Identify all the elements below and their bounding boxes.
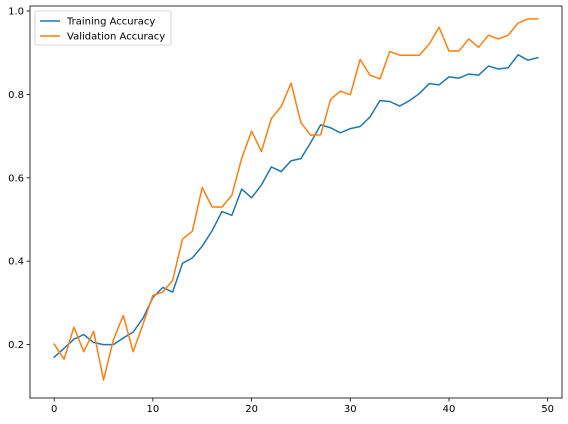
x-tick-label: 20: [245, 404, 258, 415]
x-tick-label: 40: [443, 404, 456, 415]
y-axis-ticks: 0.2 0.4 0.6 0.8 1.0: [8, 7, 30, 351]
series-line-training: [53, 54, 539, 359]
x-axis-ticks: 0 10 20 30 40 50: [51, 398, 554, 415]
y-tick-label: 1.0: [8, 7, 24, 18]
legend-label: Training Accuracy: [66, 17, 155, 28]
x-tick-label: 0: [51, 404, 57, 415]
y-tick-label: 0.4: [8, 257, 24, 268]
plot-content: [53, 18, 539, 381]
legend: Training Accuracy Validation Accuracy: [34, 10, 172, 46]
legend-box: [34, 10, 172, 46]
x-tick-label: 10: [147, 404, 160, 415]
x-tick-label: 30: [344, 404, 357, 415]
axes-frame: [29, 5, 563, 399]
y-tick-label: 0.6: [8, 173, 24, 184]
series-line-validation: [53, 18, 539, 381]
plot-frame: [29, 5, 563, 399]
legend-label: Validation Accuracy: [67, 32, 165, 43]
x-tick-label: 50: [541, 404, 554, 415]
y-tick-label: 0.8: [8, 90, 24, 101]
y-tick-label: 0.2: [8, 340, 24, 351]
